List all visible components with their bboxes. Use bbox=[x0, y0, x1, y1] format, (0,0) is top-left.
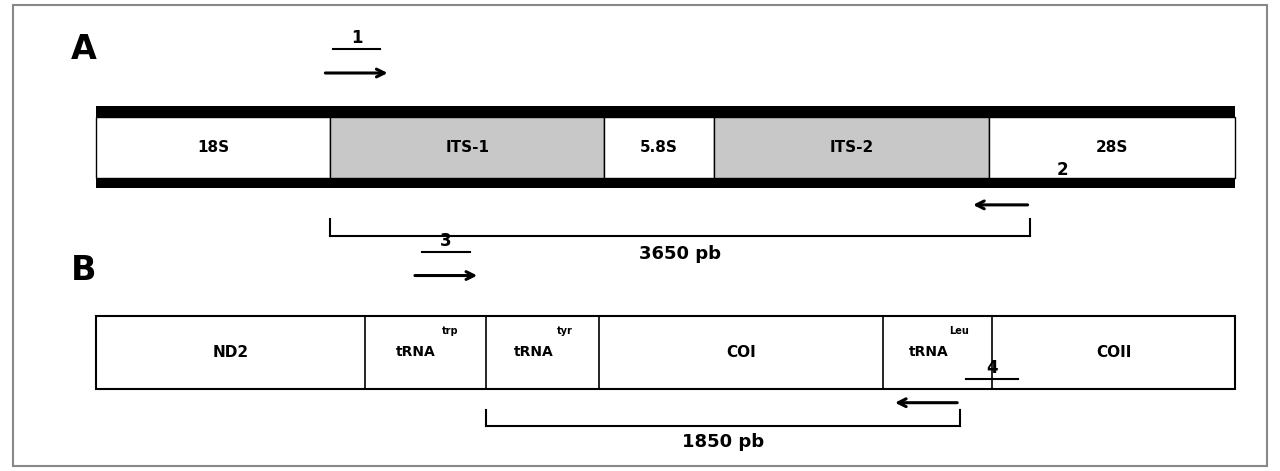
Bar bbox=[96, 316, 1235, 389]
Bar bbox=[989, 117, 1235, 178]
Text: tRNA: tRNA bbox=[396, 345, 435, 359]
Text: B: B bbox=[70, 254, 96, 287]
Text: 1: 1 bbox=[351, 29, 362, 47]
Text: tRNA: tRNA bbox=[909, 345, 948, 359]
Bar bbox=[714, 117, 989, 178]
Text: A: A bbox=[70, 33, 96, 66]
Bar bbox=[330, 117, 604, 178]
Bar bbox=[96, 106, 1235, 188]
Text: 3: 3 bbox=[440, 232, 452, 250]
Text: COII: COII bbox=[1096, 345, 1132, 359]
Text: Leu: Leu bbox=[950, 326, 969, 336]
Text: 4: 4 bbox=[986, 359, 998, 377]
Text: 3650 pb: 3650 pb bbox=[639, 245, 722, 263]
Text: 18S: 18S bbox=[197, 140, 229, 154]
Text: ITS-1: ITS-1 bbox=[445, 140, 489, 154]
Text: 28S: 28S bbox=[1096, 140, 1129, 154]
Text: 2: 2 bbox=[1056, 161, 1069, 179]
Text: ND2: ND2 bbox=[212, 345, 248, 359]
Text: trp: trp bbox=[442, 326, 458, 336]
Text: ITS-2: ITS-2 bbox=[829, 140, 874, 154]
Text: COI: COI bbox=[726, 345, 756, 359]
Bar bbox=[604, 117, 714, 178]
Text: tRNA: tRNA bbox=[513, 345, 553, 359]
Text: tyr: tyr bbox=[557, 326, 573, 336]
Text: 5.8S: 5.8S bbox=[640, 140, 678, 154]
Bar bbox=[96, 117, 330, 178]
Text: 1850 pb: 1850 pb bbox=[682, 433, 764, 451]
